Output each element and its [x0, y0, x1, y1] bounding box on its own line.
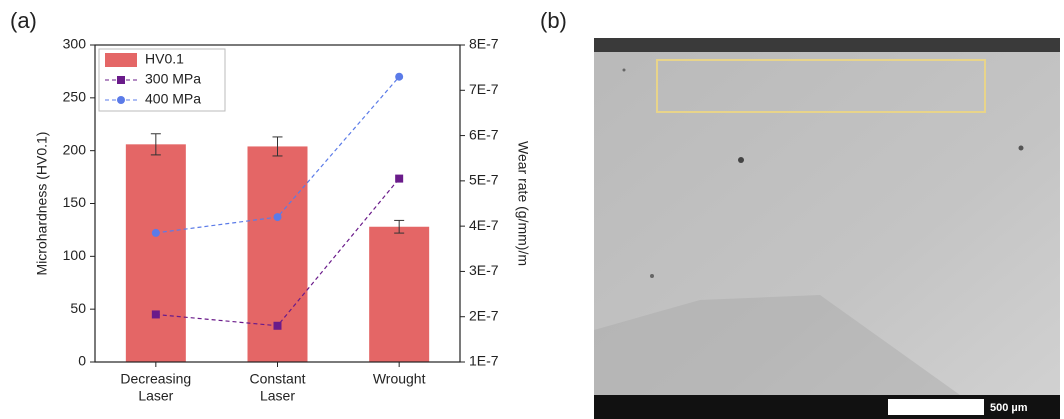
marker	[151, 310, 160, 319]
particle	[1018, 145, 1024, 151]
x-tick-label: Laser	[138, 388, 173, 404]
panel-label: (a)	[10, 8, 37, 33]
y2-tick-label: 6E-7	[469, 126, 499, 142]
marker	[395, 174, 404, 183]
y2-tick-label: 8E-7	[469, 36, 499, 52]
bar	[125, 144, 186, 362]
y-tick-label: 50	[70, 300, 86, 316]
panel-label: (b)	[540, 8, 567, 33]
y-tick-label: 200	[63, 141, 87, 157]
error-bar	[272, 136, 283, 157]
scale-bar-label: 500 µm	[990, 402, 1028, 414]
y-tick-label: 100	[63, 247, 87, 263]
particle	[650, 274, 654, 278]
micrograph-region	[594, 295, 960, 395]
micrograph: 500 µm	[594, 38, 1060, 419]
y-tick-label: 0	[78, 353, 86, 369]
marker	[273, 321, 282, 330]
y-axis-label: Microhardness (HV0.1)	[34, 132, 50, 276]
marker	[151, 228, 160, 237]
legend-marker	[117, 76, 125, 84]
chart: 0 50 100 150 200 250 300 1E-7 2E-7 3E-7 4E-7 5E-7 6E…	[34, 36, 532, 404]
error-bar	[150, 133, 161, 156]
x-tick-label: Wrought	[373, 371, 426, 387]
scale-bar	[888, 399, 984, 415]
y-tick-label: 300	[63, 36, 87, 52]
highlight-box	[656, 59, 986, 113]
legend-marker	[117, 96, 125, 104]
legend-label: HV0.1	[145, 51, 184, 67]
x-tick-label: Decreasing	[120, 371, 191, 387]
y2-tick-label: 7E-7	[469, 81, 499, 97]
y-tick-label: 250	[63, 89, 87, 105]
y2-tick-label: 3E-7	[469, 262, 499, 278]
y2-tick-label: 1E-7	[469, 353, 499, 369]
y2-axis-label: Wear rate (g/mm)/m	[515, 141, 531, 266]
legend-label: 400 MPa	[145, 91, 201, 107]
micrograph-edge	[594, 38, 1060, 52]
y2-tick-label: 5E-7	[469, 172, 499, 188]
y2-tick-label: 4E-7	[469, 217, 499, 233]
legend-label: 300 MPa	[145, 71, 201, 87]
particle	[738, 157, 744, 163]
bar	[369, 226, 430, 362]
micrograph-field	[594, 38, 1060, 419]
marker	[273, 213, 282, 222]
particle	[622, 68, 626, 72]
error-bar	[394, 219, 405, 234]
y2-tick-label: 2E-7	[469, 307, 499, 323]
y-tick-label: 150	[63, 194, 87, 210]
x-tick-label: Laser	[260, 388, 295, 404]
legend-swatch	[105, 53, 137, 67]
marker	[395, 72, 404, 81]
x-tick-label: Constant	[249, 371, 305, 387]
